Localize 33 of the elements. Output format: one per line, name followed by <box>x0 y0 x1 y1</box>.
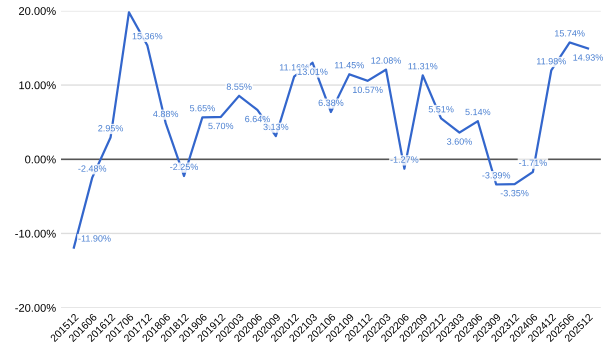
data-label: 6.64% <box>245 116 270 122</box>
data-label: -3.35% <box>500 190 529 196</box>
data-label: -11.90% <box>78 235 111 242</box>
data-label: 10.57% <box>353 86 383 94</box>
data-label: 12.08% <box>371 57 401 64</box>
y-tick-label: 10.00% <box>19 81 56 90</box>
data-label: 15.36% <box>132 32 162 40</box>
data-label: 5.70% <box>208 122 234 130</box>
data-label: 2.95% <box>98 125 124 132</box>
data-label: 5.14% <box>465 108 490 116</box>
data-label: 13.01% <box>298 68 328 75</box>
data-label: -1.71% <box>519 160 547 166</box>
data-label: 6.38% <box>318 100 344 106</box>
data-label: 14.93% <box>573 54 603 61</box>
data-label: -1.27% <box>390 156 418 163</box>
y-tick-label: 0.00% <box>25 156 56 164</box>
data-label: 4.88% <box>153 110 178 118</box>
y-tick-label: -20.00% <box>15 304 56 312</box>
data-label: 5.51% <box>428 106 454 112</box>
data-label: -3.39% <box>482 172 510 178</box>
data-label: 11.31% <box>408 63 438 70</box>
data-label: 15.74% <box>555 30 585 37</box>
data-label: 8.55% <box>226 83 252 90</box>
data-label: 5.65% <box>190 105 215 112</box>
data-label: -2.48% <box>78 165 106 172</box>
data-label: 11.98% <box>536 58 566 64</box>
data-label: 3.60% <box>447 138 472 145</box>
y-tick-label: -10.00% <box>15 230 56 238</box>
data-label: -2.25% <box>170 164 198 170</box>
y-tick-label: 20.00% <box>19 7 56 15</box>
data-label: 3.13% <box>263 124 288 130</box>
data-label: 11.16% <box>280 64 309 71</box>
data-label: 11.45% <box>335 62 364 68</box>
